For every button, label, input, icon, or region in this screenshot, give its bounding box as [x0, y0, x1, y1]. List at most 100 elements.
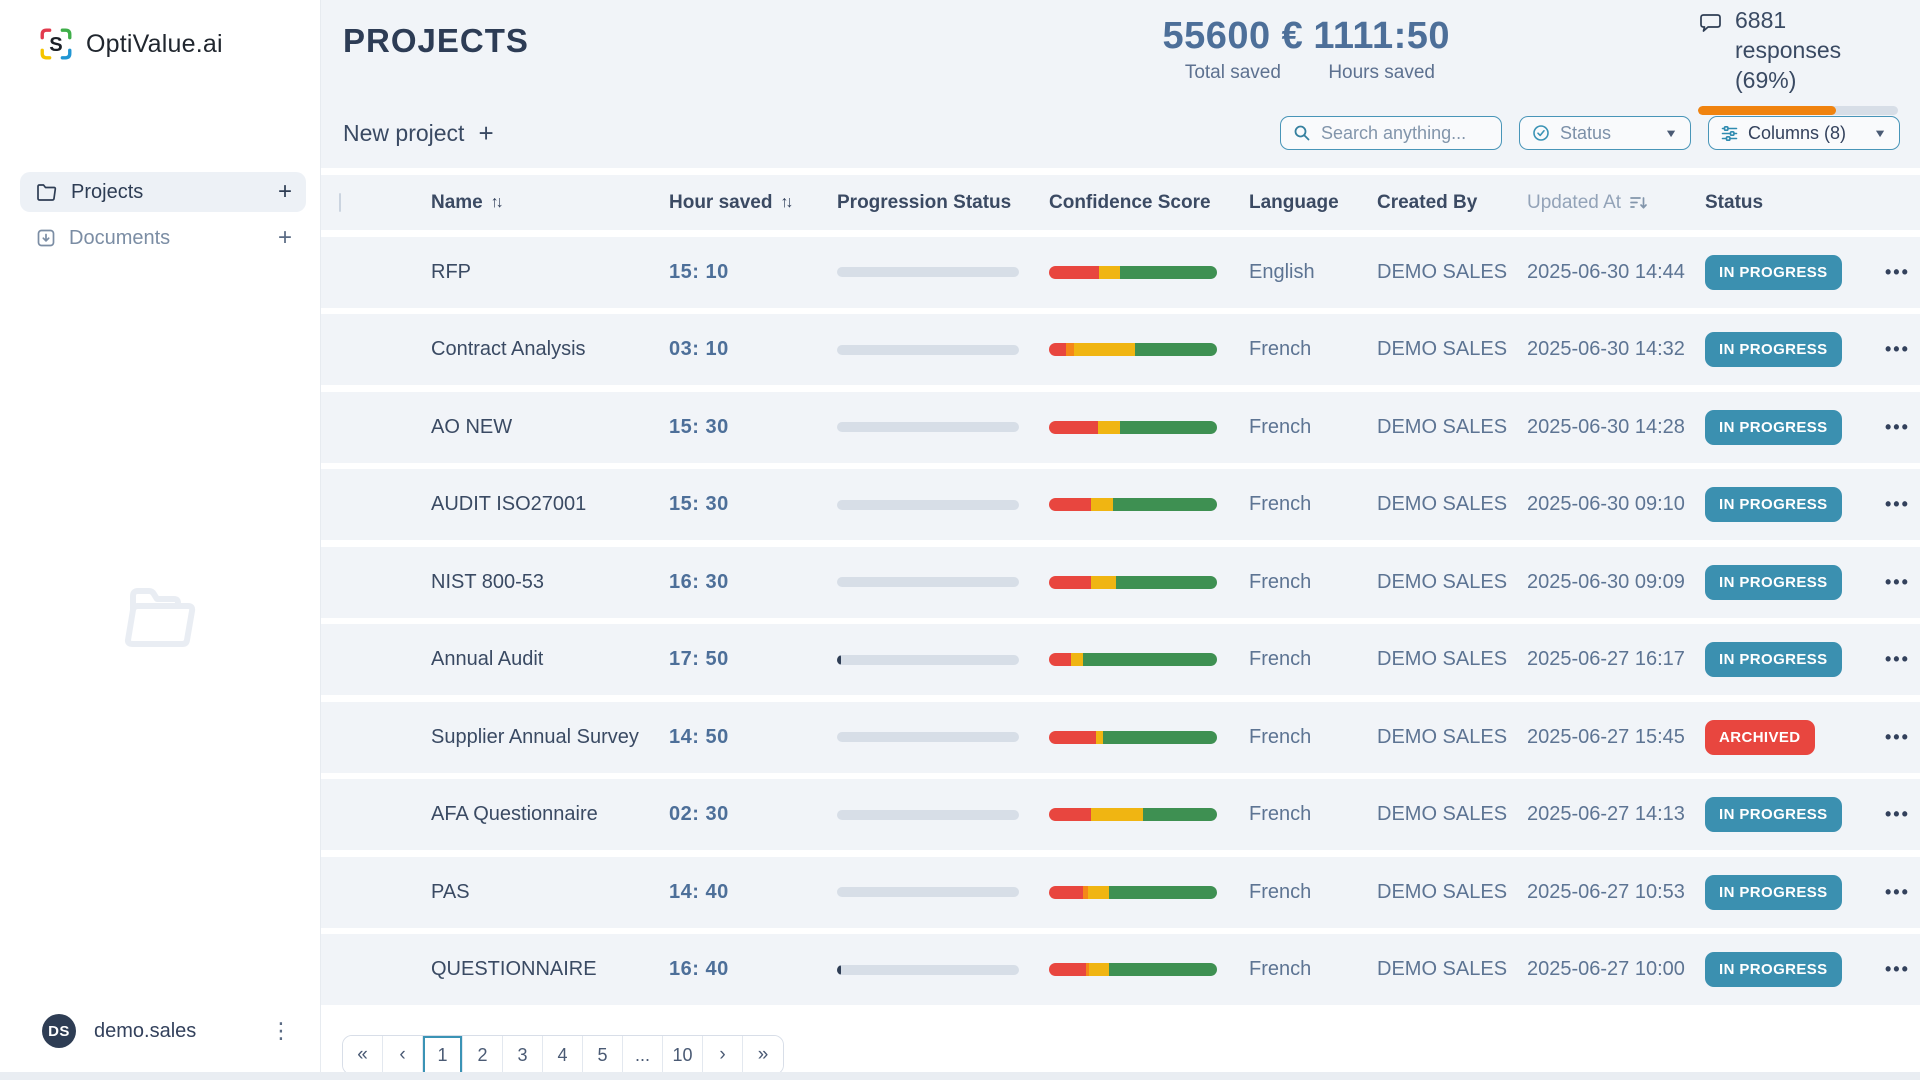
pagination: «‹ 1 2 3 4 5... 10 ›» — [342, 1035, 784, 1075]
row-actions-button[interactable]: ••• — [1885, 881, 1910, 902]
status-filter-dropdown[interactable]: Status ▼ — [1519, 116, 1691, 150]
sidebar-item-projects[interactable]: Projects + — [20, 172, 306, 212]
created-by-value: DEMO SALES — [1377, 725, 1508, 748]
confidence-segment-green — [1112, 498, 1217, 511]
row-actions-button[interactable]: ••• — [1885, 261, 1910, 282]
new-project-button[interactable]: New project + — [343, 118, 494, 149]
stat-hours-saved-value: 1111:50 — [1313, 15, 1450, 57]
column-header-name[interactable]: Name ↑↓ — [431, 191, 504, 213]
pagination-page-button[interactable]: 1 — [423, 1036, 463, 1074]
progression-bar-track — [837, 577, 1019, 587]
confidence-segment-green — [1119, 420, 1217, 434]
column-header-hour-saved[interactable]: Hour saved ↑↓ — [669, 191, 793, 213]
confidence-segment-yellow — [1096, 730, 1103, 744]
status-badge: IN PROGRESS — [1705, 564, 1842, 600]
pagination-page-button[interactable]: 10 — [663, 1036, 703, 1074]
progression-cell — [837, 887, 1049, 897]
confidence-segment-red — [1049, 575, 1091, 589]
row-actions-button[interactable]: ••• — [1885, 804, 1910, 824]
chevron-down-icon: ▼ — [1873, 126, 1887, 140]
pagination-page-button[interactable]: 3 — [503, 1036, 543, 1074]
row-actions-button[interactable]: ••• — [1885, 649, 1910, 669]
confidence-cell — [1049, 343, 1249, 356]
columns-sliders-icon — [1721, 125, 1738, 142]
updated-at-value: 2025-06-27 16:17 — [1527, 648, 1685, 670]
row-actions-button[interactable]: ••• — [1885, 571, 1910, 592]
row-actions-button[interactable]: ••• — [1885, 494, 1910, 514]
row-actions-button[interactable]: ••• — [1885, 339, 1910, 359]
column-header-created-by: Created By — [1377, 191, 1478, 213]
sidebar: S OptiValue.ai Projects + Documents + — [0, 0, 321, 1072]
created-by-value: DEMO SALES — [1377, 958, 1508, 980]
pagination-nav-button[interactable]: ‹ — [383, 1036, 423, 1074]
table-row[interactable]: NIST 800-53 16: 30 French DEMO SALES 202… — [321, 546, 1920, 618]
pagination-page-button[interactable]: 5 — [583, 1036, 623, 1074]
sort-icon[interactable]: ↑↓ — [490, 193, 504, 211]
responses-summary: 6881 responses (69%) — [1698, 6, 1898, 115]
pagination-page-button[interactable]: 2 — [463, 1036, 503, 1074]
pagination-nav-button[interactable]: « — [343, 1036, 383, 1074]
project-name: AFA Questionnaire — [431, 803, 598, 825]
folder-icon — [36, 182, 58, 202]
hours-saved-value: 16: 30 — [669, 570, 729, 593]
confidence-cell — [1049, 420, 1249, 434]
confidence-segment-green — [1082, 653, 1217, 666]
table-row[interactable]: Annual Audit 17: 50 French DEMO SALES 20… — [321, 624, 1920, 695]
pagination-nav-button[interactable]: › — [703, 1036, 743, 1074]
user-account[interactable]: DS demo.sales ⋮ — [0, 1014, 320, 1072]
confidence-bar — [1049, 265, 1217, 279]
language-value: French — [1249, 725, 1312, 748]
pagination-page-button[interactable]: ... — [623, 1036, 663, 1074]
add-document-icon[interactable]: + — [277, 224, 292, 251]
table-row[interactable]: QUESTIONNAIRE 16: 40 French DEMO SALES 2… — [321, 934, 1920, 1005]
document-download-icon — [36, 228, 56, 248]
progression-bar-track — [837, 344, 1019, 355]
column-header-progression-status: Progression Status — [837, 191, 1012, 213]
row-actions-button[interactable]: ••• — [1885, 959, 1910, 979]
page-header: PROJECTS 55600 € Total saved 1111:50 Hou… — [321, 0, 1920, 168]
select-all-checkbox[interactable] — [339, 192, 341, 212]
pagination-nav-button[interactable]: » — [743, 1036, 783, 1074]
sort-desc-icon[interactable] — [1629, 194, 1648, 211]
hours-saved-value: 16: 40 — [669, 958, 729, 980]
language-value: French — [1249, 803, 1312, 825]
table-row[interactable]: AFA Questionnaire 02: 30 French DEMO SAL… — [321, 779, 1920, 850]
stats: 55600 € Total saved 1111:50 Hours saved — [1162, 15, 1450, 84]
row-actions-button[interactable]: ••• — [1885, 726, 1910, 747]
confidence-segment-yellow — [1070, 653, 1083, 666]
progression-bar-track — [837, 964, 1019, 975]
language-value: French — [1249, 338, 1312, 360]
search-box[interactable] — [1280, 116, 1502, 150]
table-row[interactable]: AUDIT ISO27001 15: 30 French DEMO SALES … — [321, 469, 1920, 540]
progression-bar-track — [837, 887, 1019, 897]
language-value: French — [1249, 570, 1312, 593]
pagination-page-button[interactable]: 4 — [543, 1036, 583, 1074]
sort-icon[interactable]: ↑↓ — [780, 193, 793, 211]
confidence-segment-yellow — [1091, 575, 1117, 589]
search-input[interactable] — [1321, 122, 1481, 144]
row-actions-button[interactable]: ••• — [1885, 416, 1910, 437]
columns-label: Columns (8) — [1748, 122, 1847, 143]
table-row[interactable]: RFP 15: 10 English DEMO SALES 2025-06-30… — [321, 236, 1920, 308]
columns-dropdown[interactable]: Columns (8) ▼ — [1708, 116, 1900, 150]
progression-bar-track — [837, 499, 1019, 510]
user-menu-icon[interactable]: ⋮ — [270, 1018, 292, 1043]
sidebar-item-documents[interactable]: Documents + — [20, 218, 306, 258]
table-row[interactable]: AO NEW 15: 30 French DEMO SALES 2025-06-… — [321, 391, 1920, 463]
created-by-value: DEMO SALES — [1377, 493, 1508, 515]
confidence-segment-yellow — [1099, 265, 1120, 279]
plus-icon: + — [478, 117, 494, 148]
add-project-icon[interactable]: + — [277, 178, 292, 205]
progression-cell — [837, 732, 1049, 742]
column-header-updated-at[interactable]: Updated At — [1527, 192, 1705, 214]
responses-text: 6881 responses (69%) — [1735, 7, 1842, 93]
sidebar-nav: Projects + Documents + — [0, 172, 320, 258]
confidence-segment-yellow — [1089, 963, 1110, 976]
confidence-cell — [1049, 653, 1249, 666]
table-row[interactable]: PAS 14: 40 French DEMO SALES 2025-06-27 … — [321, 856, 1920, 928]
hours-saved-value: 02: 30 — [669, 803, 729, 825]
updated-at-value: 2025-06-30 09:10 — [1527, 493, 1685, 515]
table-row[interactable]: Supplier Annual Survey 14: 50 French DEM… — [321, 701, 1920, 773]
hours-saved-value: 15: 10 — [669, 260, 729, 283]
table-row[interactable]: Contract Analysis 03: 10 French DEMO SAL… — [321, 314, 1920, 385]
